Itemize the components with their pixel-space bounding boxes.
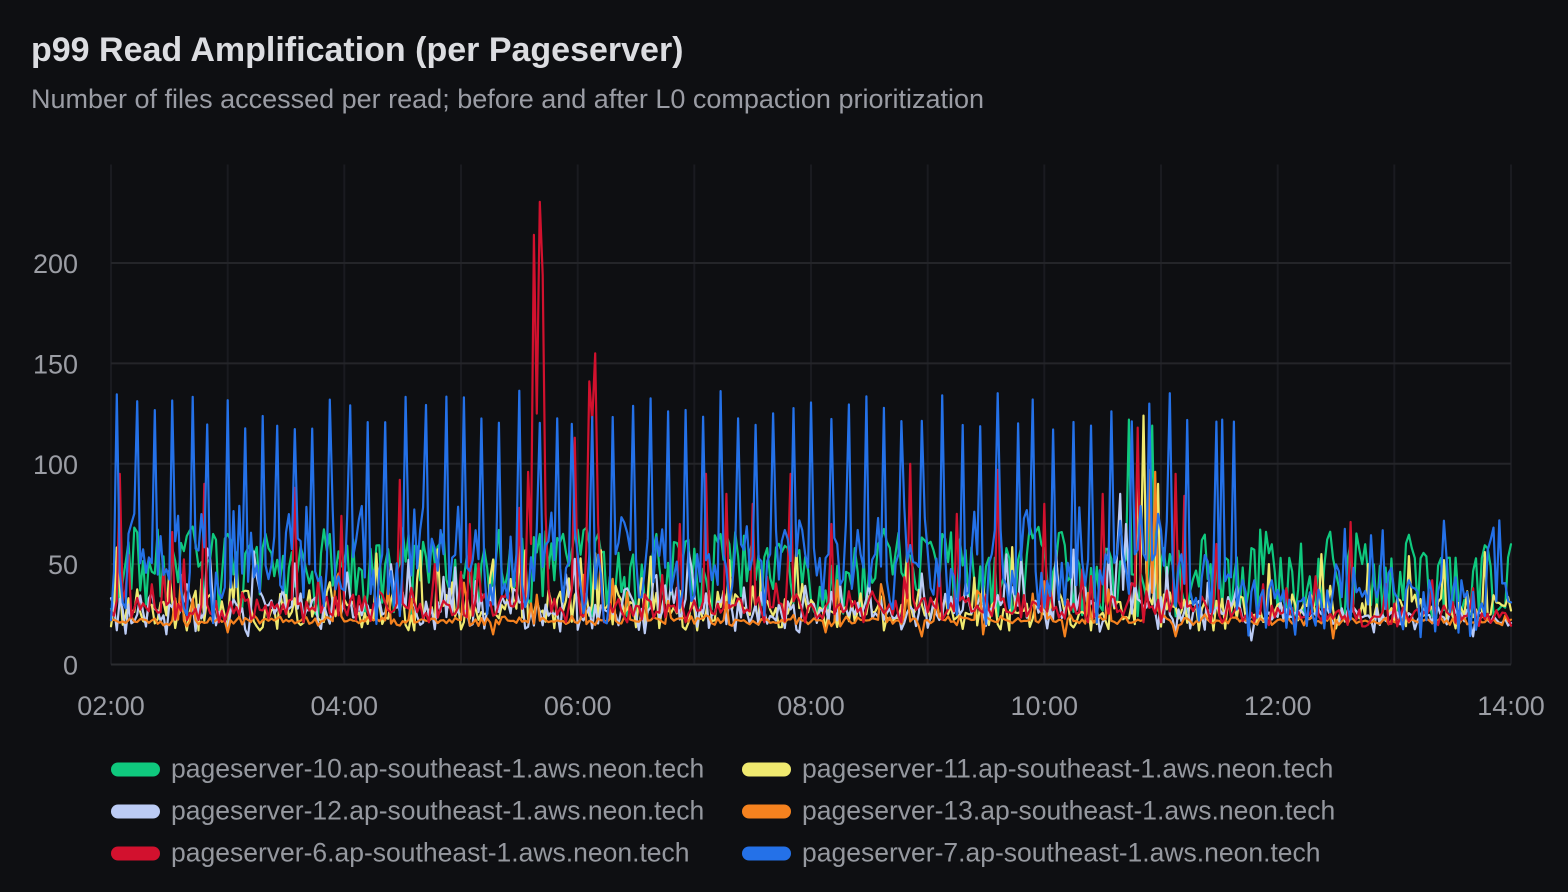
- svg-text:02:00: 02:00: [77, 691, 145, 721]
- svg-text:50: 50: [48, 550, 78, 580]
- svg-text:06:00: 06:00: [544, 691, 612, 721]
- svg-text:14:00: 14:00: [1477, 691, 1545, 721]
- svg-text:04:00: 04:00: [311, 691, 379, 721]
- svg-text:10:00: 10:00: [1011, 691, 1079, 721]
- svg-text:0: 0: [63, 651, 78, 681]
- svg-text:12:00: 12:00: [1244, 691, 1312, 721]
- svg-text:100: 100: [33, 450, 78, 480]
- svg-text:150: 150: [33, 349, 78, 379]
- svg-text:200: 200: [33, 249, 78, 279]
- svg-text:08:00: 08:00: [777, 691, 845, 721]
